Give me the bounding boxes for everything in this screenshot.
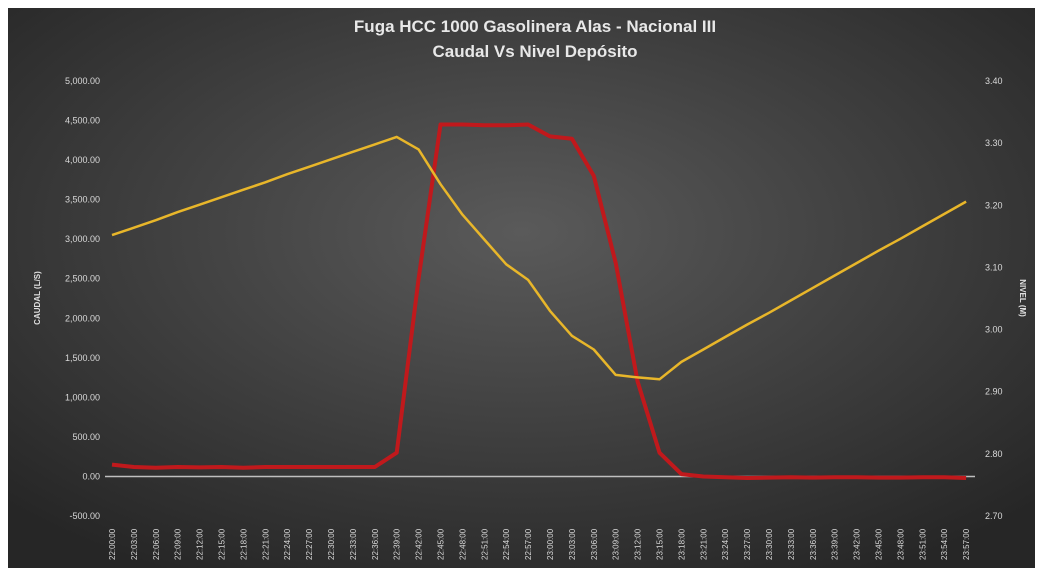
x-tick-label: 23:09:00 (612, 528, 621, 560)
x-tick-label: 23:36:00 (809, 528, 818, 560)
x-tick-label: 22:39:00 (393, 528, 402, 560)
x-tick-label: 22:15:00 (218, 528, 227, 560)
x-tick-label: 22:09:00 (174, 528, 183, 560)
y2-tick-label: 2.70 (985, 511, 1003, 521)
x-tick-label: 22:54:00 (502, 528, 511, 560)
y-tick-label: 4,000.00 (65, 155, 100, 165)
y2-tick-label: 2.80 (985, 449, 1003, 459)
x-tick-label: 22:24:00 (283, 528, 292, 560)
series-line (111, 135, 967, 381)
y-axis-title: CAUDAL (L/S) (33, 271, 42, 325)
x-tick-label: 23:00:00 (546, 528, 555, 560)
x-tick-label: 22:06:00 (152, 528, 161, 560)
y2-tick-label: 3.40 (985, 76, 1003, 86)
y-tick-label: 1,500.00 (65, 353, 100, 363)
series-line (111, 122, 967, 480)
y-tick-label: 4,500.00 (65, 116, 100, 126)
x-tick-label: 22:27:00 (305, 528, 314, 560)
x-tick-label: 23:27:00 (743, 528, 752, 560)
x-tick-label: 23:54:00 (940, 528, 949, 560)
x-tick-label: 23:15:00 (656, 528, 665, 560)
x-tick-label: 23:42:00 (853, 528, 862, 560)
y2-tick-label: 3.30 (985, 138, 1003, 148)
y-tick-label: 3,000.00 (65, 234, 100, 244)
x-tick-label: 22:00:00 (108, 528, 117, 560)
y2-tick-label: 3.00 (985, 325, 1003, 335)
x-tick-label: 22:48:00 (458, 528, 467, 560)
y-tick-label: 1,000.00 (65, 392, 100, 402)
chart-title: Fuga HCC 1000 Gasolinera Alas - Nacional… (354, 17, 716, 36)
x-tick-label: 23:03:00 (568, 528, 577, 560)
y2-axis-title: NIVEL (M) (1018, 279, 1027, 317)
x-tick-label: 23:18:00 (677, 528, 686, 560)
y-tick-label: 2,500.00 (65, 274, 100, 284)
y-tick-label: 0.00 (82, 471, 100, 481)
x-tick-label: 23:12:00 (634, 528, 643, 560)
x-tick-label: 23:21:00 (699, 528, 708, 560)
x-tick-label: 23:39:00 (831, 528, 840, 560)
y-tick-label: 500.00 (72, 432, 100, 442)
x-tick-label: 23:06:00 (590, 528, 599, 560)
chart-background (8, 8, 1035, 568)
x-tick-label: 22:12:00 (196, 528, 205, 560)
y2-tick-label: 2.90 (985, 387, 1003, 397)
x-tick-label: 23:30:00 (765, 528, 774, 560)
y-tick-label: -500.00 (69, 511, 100, 521)
x-tick-label: 22:57:00 (524, 528, 533, 560)
x-tick-label: 23:45:00 (875, 528, 884, 560)
x-tick-label: 22:45:00 (437, 528, 446, 560)
x-tick-label: 23:24:00 (721, 528, 730, 560)
x-tick-label: 22:33:00 (349, 528, 358, 560)
y-tick-label: 3,500.00 (65, 195, 100, 205)
chart-subtitle: Caudal Vs Nivel Depósito (433, 42, 638, 61)
x-tick-label: 22:42:00 (415, 528, 424, 560)
x-tick-label: 22:21:00 (261, 528, 270, 560)
x-tick-label: 23:48:00 (896, 528, 905, 560)
x-tick-label: 22:03:00 (130, 528, 139, 560)
x-tick-label: 23:33:00 (787, 528, 796, 560)
x-tick-label: 23:51:00 (918, 528, 927, 560)
y-tick-label: 2,000.00 (65, 313, 100, 323)
y2-tick-label: 3.10 (985, 262, 1003, 272)
y-tick-label: 5,000.00 (65, 76, 100, 86)
y2-tick-label: 3.20 (985, 200, 1003, 210)
x-tick-label: 22:30:00 (327, 528, 336, 560)
x-tick-label: 23:57:00 (962, 528, 971, 560)
x-tick-label: 22:18:00 (239, 528, 248, 560)
x-tick-label: 22:51:00 (480, 528, 489, 560)
x-tick-label: 22:36:00 (371, 528, 380, 560)
